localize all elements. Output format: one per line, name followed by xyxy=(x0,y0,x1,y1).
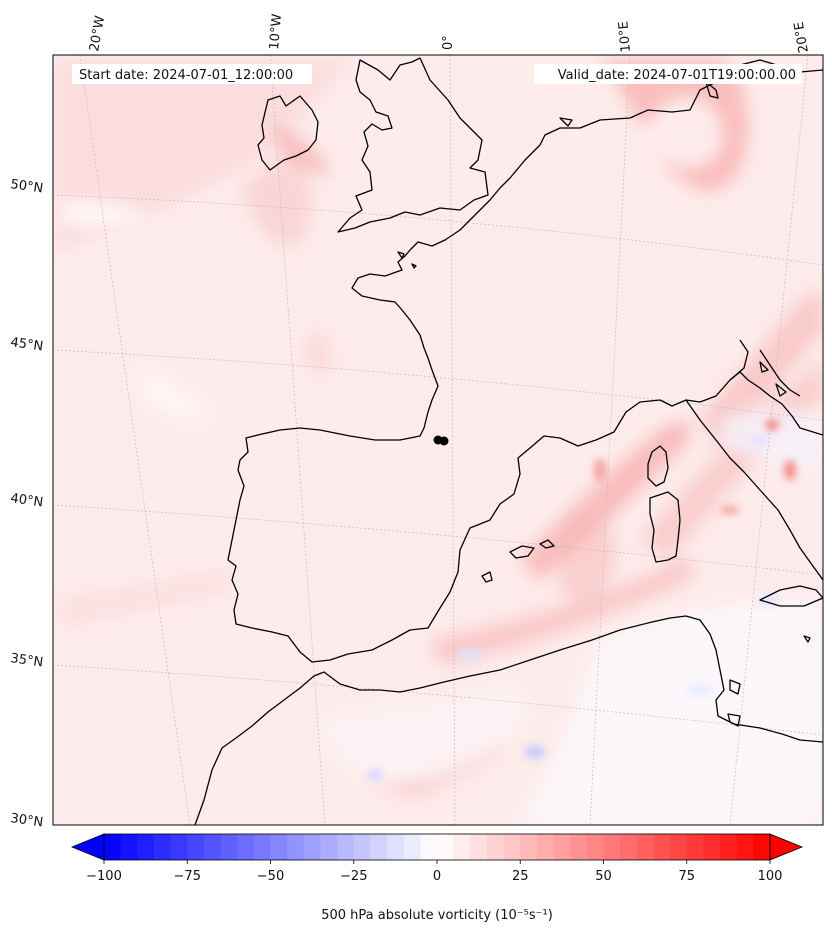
lon-label-10e: 10°E xyxy=(616,21,634,53)
shetland-detail xyxy=(559,81,719,127)
colorbar-segment xyxy=(470,834,488,860)
colorbar-segment xyxy=(620,834,638,860)
balearic-coast xyxy=(481,539,555,583)
tunisia-coast xyxy=(727,679,741,727)
channel-islands xyxy=(397,251,417,269)
lat-label-40n: 40°N xyxy=(9,491,44,510)
colorbar-tick-label: −25 xyxy=(340,869,367,884)
colorbar: −100 −75 −50 −25 0 25 50 75 100 500 hPa absolute… xyxy=(70,833,804,923)
colorbar-segment xyxy=(753,834,771,860)
colorbar-tick-label: 0 xyxy=(433,869,441,884)
latitude-labels: 50°N 45°N 40°N 35°N 30°N xyxy=(9,177,44,830)
colorbar-segment xyxy=(520,834,538,860)
lon-label-20e: 20°E xyxy=(792,21,812,54)
great-britain-coast xyxy=(337,57,489,233)
colorbar-segment xyxy=(403,834,421,860)
colorbar-segment xyxy=(303,834,322,860)
colorbar-tick-label: 100 xyxy=(758,869,783,884)
colorbar-segment xyxy=(486,834,505,860)
colorbar-segment xyxy=(220,834,238,860)
colorbar-tick-label: 50 xyxy=(595,869,612,884)
map-frame xyxy=(52,54,824,826)
colorbar-segment xyxy=(503,834,521,860)
colorbar-segments xyxy=(104,834,771,860)
colorbar-segment xyxy=(353,834,371,860)
sicily-coast xyxy=(759,585,823,607)
colorbar-segment xyxy=(137,834,155,860)
corsica-coast xyxy=(647,445,669,487)
colorbar-segment xyxy=(736,834,754,860)
colorbar-segment xyxy=(670,834,688,860)
colorbar-segment xyxy=(237,834,255,860)
colorbar-segment xyxy=(387,834,405,860)
colorbar-segment xyxy=(270,834,288,860)
adriatic-islands xyxy=(759,361,811,643)
colorbar-segment xyxy=(586,834,605,860)
coastlines xyxy=(194,57,823,825)
colorbar-extend-low xyxy=(70,833,105,861)
colorbar-tick-label: −75 xyxy=(174,869,201,884)
colorbar-segment xyxy=(420,834,438,860)
colorbar-segment xyxy=(370,834,388,860)
colorbar-segment xyxy=(203,834,222,860)
colorbar-segment xyxy=(686,834,704,860)
adriatic-coast xyxy=(729,339,801,397)
lon-label-20w: 20°W xyxy=(87,15,108,53)
continental-coast xyxy=(227,59,823,663)
colorbar-segment xyxy=(603,834,621,860)
lat-label-45n: 45°N xyxy=(9,335,44,354)
lat-label-50n: 50°N xyxy=(9,177,44,196)
colorbar-segment xyxy=(636,834,655,860)
colorbar-segment xyxy=(120,834,138,860)
colorbar-tick-label: 25 xyxy=(512,869,529,884)
colorbar-segment xyxy=(653,834,671,860)
colorbar-segment xyxy=(320,834,338,860)
colorbar-extend-high xyxy=(769,833,804,861)
start-date-box xyxy=(72,64,312,84)
colorbar-segment xyxy=(153,834,172,860)
colorbar-segment xyxy=(104,834,122,860)
colorbar-segment xyxy=(703,834,721,860)
start-date-label: Start date: 2024-07-01_12:00:00 xyxy=(79,68,293,83)
longitude-labels: 20°W 10°W 0° 10°E 20°E xyxy=(87,13,812,54)
valid-date-label: Valid_date: 2024-07-01T19:00:00.00 xyxy=(558,68,796,83)
colorbar-segment xyxy=(187,834,205,860)
colorbar-segment xyxy=(453,834,471,860)
colorbar-segment xyxy=(536,834,555,860)
sardinia-coast xyxy=(649,491,681,563)
colorbar-segment xyxy=(170,834,188,860)
colorbar-label: 500 hPa absolute vorticity (10⁻⁵s⁻¹) xyxy=(321,908,553,923)
valid-date-box xyxy=(534,64,802,84)
lat-label-35n: 35°N xyxy=(9,651,44,670)
ireland-coast xyxy=(257,95,319,171)
colorbar-segment xyxy=(553,834,571,860)
north-africa-coast xyxy=(194,615,823,825)
colorbar-segment xyxy=(253,834,272,860)
map-panel xyxy=(53,55,823,825)
colorbar-segment xyxy=(337,834,355,860)
colorbar-segment xyxy=(437,834,455,860)
lon-label-10w: 10°W xyxy=(267,13,285,50)
colorbar-segment xyxy=(287,834,305,860)
colorbar-tick-label: −100 xyxy=(86,869,122,884)
storm-marker xyxy=(433,435,449,446)
graticule xyxy=(53,55,823,825)
colorbar-segment xyxy=(570,834,588,860)
colorbar-tick-label: −50 xyxy=(257,869,284,884)
colorbar-ticks: −100 −75 −50 −25 0 25 50 75 100 xyxy=(86,860,782,884)
lat-label-30n: 30°N xyxy=(9,811,44,830)
colorbar-segment xyxy=(720,834,738,860)
colorbar-tick-label: 75 xyxy=(678,869,695,884)
italy-coast xyxy=(685,399,823,581)
lon-label-0: 0° xyxy=(441,35,456,50)
